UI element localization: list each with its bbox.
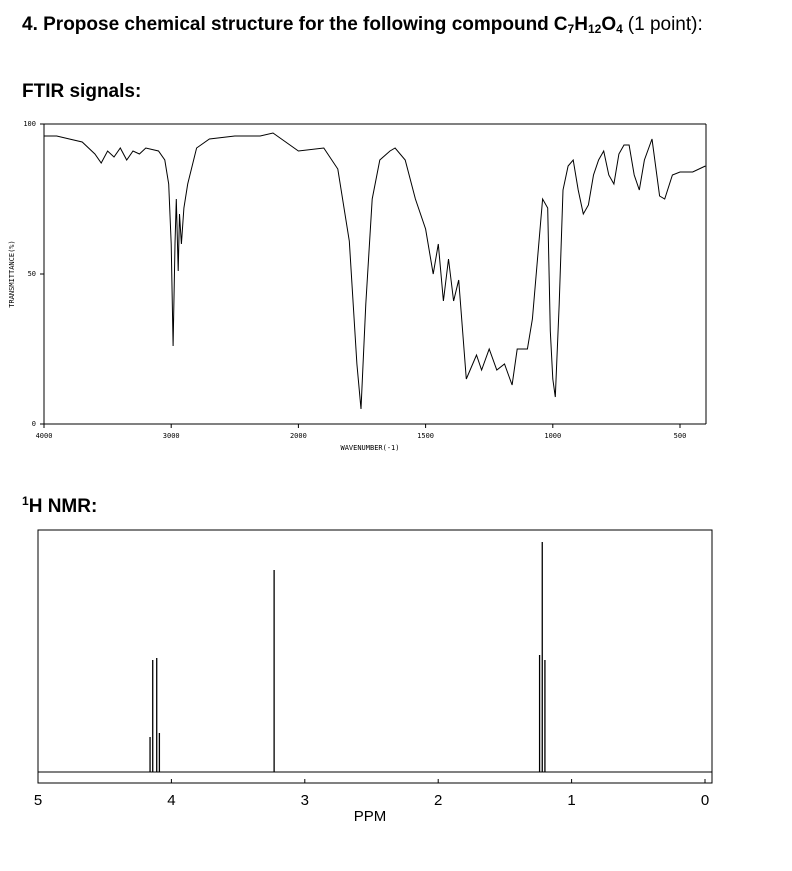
x-tick-label: 1000 xyxy=(544,432,561,440)
x-tick-label: 4 xyxy=(167,792,175,809)
x-tick-label: 3 xyxy=(301,792,309,809)
x-tick-label: 4000 xyxy=(36,432,53,440)
y-tick-label: 50 xyxy=(28,270,36,278)
frame xyxy=(37,529,713,784)
x-tick-label: 500 xyxy=(674,432,687,440)
x-tick-label: 0 xyxy=(701,792,709,809)
x-tick-label: 1 xyxy=(567,792,575,809)
x-tick-label: 2 xyxy=(434,792,442,809)
ftir-chart: 4000 3000 2000 1500 1000 500100500WAVENUMBER(… xyxy=(8,120,707,452)
x-tick-label: 3000 xyxy=(163,432,180,440)
spectrum-line xyxy=(44,132,706,410)
title-text: 4. Propose chemical structure for the fo… xyxy=(22,14,549,35)
x-tick-label: 1500 xyxy=(417,432,434,440)
formula-part: C xyxy=(554,14,568,35)
formula-sub: 4 xyxy=(616,22,623,36)
question-title: 4. Propose chemical structure for the fo… xyxy=(22,14,703,36)
points: (1 point): xyxy=(628,14,703,35)
superscript: 1 xyxy=(22,494,29,508)
y-tick-label: 100 xyxy=(23,120,36,128)
x-axis-label: PPM xyxy=(354,808,387,825)
y-tick-label: 0 xyxy=(32,420,36,428)
formula-part: O xyxy=(601,14,616,35)
y-axis-label: TRANSMITTANCE(%) xyxy=(8,240,16,307)
x-tick-label: 5 xyxy=(34,792,42,809)
heading-text: H NMR: xyxy=(29,496,98,517)
x-tick-label: 2000 xyxy=(290,432,307,440)
x-axis-label: WAVENUMBER(-1) xyxy=(340,444,399,452)
nmr-heading: 1H NMR: xyxy=(22,494,97,517)
formula-sub: 7 xyxy=(568,22,575,36)
formula-part: H xyxy=(574,14,588,35)
ftir-heading: FTIR signals: xyxy=(22,81,141,102)
formula-sub: 12 xyxy=(588,22,602,36)
nmr-chart: 5 4 3 2 1 0 PPM xyxy=(34,529,713,825)
